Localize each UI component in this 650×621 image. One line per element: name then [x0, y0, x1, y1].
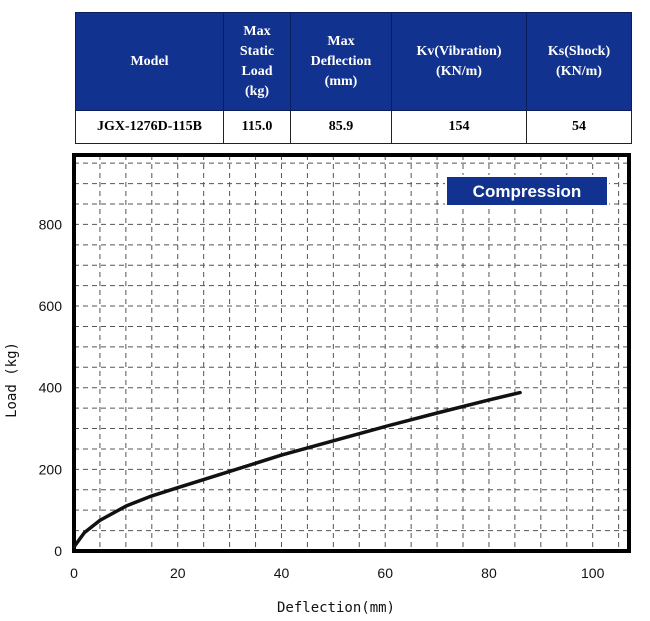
header-kv-vibration: Kv(Vibration) (KN/m) [391, 12, 527, 111]
x-axis-label: Deflection(mm) [277, 600, 395, 616]
header-max-deflection: Max Deflection (mm) [290, 12, 392, 111]
cell-ks: 54 [526, 110, 632, 144]
x-tick-labels: 0 20 40 60 80 100 [70, 565, 604, 581]
y-tick-label: 400 [39, 380, 63, 396]
legend-badge-box [445, 175, 609, 207]
spec-table: Model Max Static Load (kg) Max Deflectio… [75, 12, 632, 144]
y-tick-label: 200 [39, 461, 63, 477]
x-tick-label: 80 [481, 565, 497, 581]
table-row: JGX-1276D-115B 115.0 85.9 154 54 [75, 110, 632, 144]
y-tick-label: 0 [54, 543, 62, 559]
cell-model: JGX-1276D-115B [75, 110, 224, 144]
cell-max-static-load: 115.0 [223, 110, 291, 144]
series-layer [72, 390, 522, 549]
x-tick-label: 20 [170, 565, 186, 581]
load-deflection-chart: Compression 0 20 40 60 80 100 0 200 400 600 800 D… [4, 153, 631, 616]
legend-badge: Compression [445, 175, 609, 207]
header-max-static-load: Max Static Load (kg) [223, 12, 291, 111]
y-axis-label: Load (kg) [4, 342, 20, 418]
header-model: Model [75, 12, 224, 111]
cell-kv: 154 [391, 110, 527, 144]
x-tick-label: 40 [274, 565, 290, 581]
y-tick-label: 600 [39, 298, 63, 314]
x-tick-label: 100 [581, 565, 605, 581]
table-header-row: Model Max Static Load (kg) Max Deflectio… [75, 12, 632, 111]
x-tick-label: 0 [70, 565, 78, 581]
x-tick-label: 60 [377, 565, 393, 581]
plot-frame [72, 153, 631, 553]
grid-lines [74, 155, 629, 551]
y-tick-labels: 0 200 400 600 800 [39, 216, 63, 559]
y-tick-label: 800 [39, 216, 63, 232]
legend-label: Compression [473, 182, 582, 201]
cell-max-deflection: 85.9 [290, 110, 392, 144]
header-ks-shock: Ks(Shock) (KN/m) [526, 12, 632, 111]
series-line-compression [72, 390, 522, 549]
